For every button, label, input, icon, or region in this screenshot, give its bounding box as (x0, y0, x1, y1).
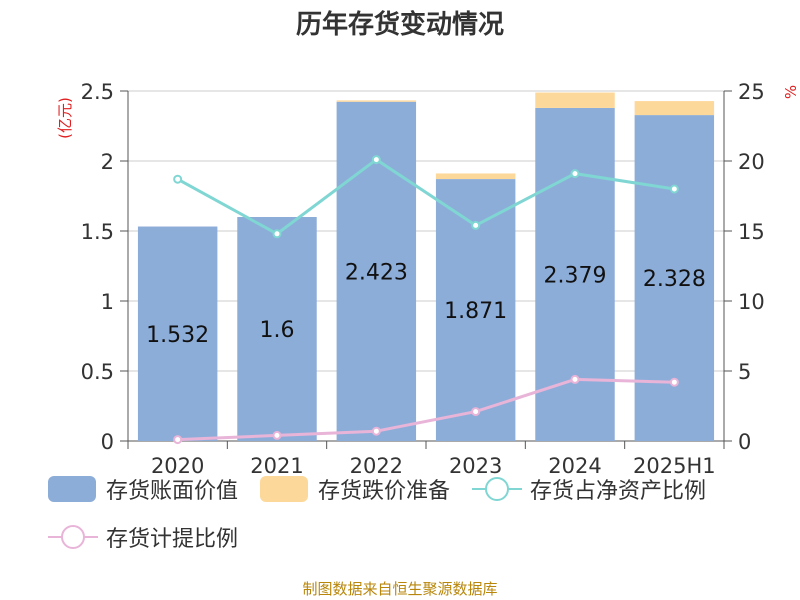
right-axis-tick-label: 0 (738, 430, 751, 454)
right-axis-tick-label: 5 (738, 360, 751, 384)
left-axis-tick-label: 0.5 (81, 360, 114, 384)
point-net-asset-ratio (570, 169, 580, 179)
legend-item-net-asset-ratio[interactable]: 存货占净资产比例 (472, 473, 706, 505)
right-axis-tick-label: 20 (738, 150, 765, 174)
point-provision-ratio (669, 377, 679, 387)
right-axis-tick-label: 15 (738, 220, 765, 244)
right-axis-unit-label: % (782, 85, 800, 99)
point-provision-ratio (173, 435, 183, 445)
legend-swatch-net-asset-ratio (472, 477, 523, 501)
point-provision-ratio (471, 407, 481, 417)
line-provision-ratio (177, 377, 675, 442)
right-axis-tick-label: 25 (738, 80, 765, 104)
legend-swatch-book-value (48, 476, 96, 502)
left-axis-unit-label: (亿元) (56, 97, 74, 139)
bar-data-label: 2.379 (544, 263, 607, 288)
x-axis-tick-label: 2020 (151, 454, 204, 478)
point-provision-ratio (371, 426, 381, 436)
chart-legend: 存货账面价值 存货跌价准备 存货占净资产比例 存货计提比例 (48, 470, 788, 566)
left-axis-tick-label: 1 (101, 290, 114, 314)
x-axis-tick-label: 2025H1 (633, 454, 716, 478)
bar-impairment (535, 92, 615, 108)
point-provision-ratio (272, 430, 282, 440)
legend-swatch-impairment (260, 476, 309, 502)
x-axis-tick-label: 2023 (449, 454, 502, 478)
point-provision-ratio (570, 374, 580, 384)
legend-row-2: 存货计提比例 (48, 518, 788, 556)
source-note: 制图数据来自恒生聚源数据库 (302, 580, 498, 598)
point-net-asset-ratio (669, 184, 679, 194)
bar-book-value (237, 217, 317, 441)
bar-book-value (535, 107, 615, 441)
point-net-asset-ratio (272, 229, 282, 239)
line-net-asset-ratio (176, 157, 675, 236)
legend-swatch-provision-ratio (48, 525, 98, 549)
left-axis-tick-label: 1.5 (81, 220, 114, 244)
bar-impairment (435, 173, 516, 180)
legend-item-book-value[interactable]: 存货账面价值 (48, 473, 238, 505)
x-axis-tick-label: 2021 (250, 454, 303, 478)
legend-item-impairment[interactable]: 存货跌价准备 (260, 473, 450, 505)
right-axis-tick-label: 10 (738, 290, 765, 314)
bar-impairment (336, 100, 417, 102)
legend-row-1: 存货账面价值 存货跌价准备 存货占净资产比例 (48, 470, 788, 508)
bar-data-label: 1.871 (444, 299, 507, 324)
bar-impairment (634, 101, 715, 116)
legend-label-provision-ratio: 存货计提比例 (106, 527, 239, 552)
left-axis-tick-label: 2.5 (81, 80, 114, 104)
bar-data-label: 1.532 (146, 323, 209, 348)
legend-item-provision-ratio[interactable]: 存货计提比例 (48, 521, 238, 553)
left-axis-tick-label: 0 (101, 430, 114, 454)
x-axis-tick-label: 2024 (548, 454, 601, 478)
point-net-asset-ratio (173, 174, 183, 184)
point-net-asset-ratio (371, 155, 381, 165)
legend-label-book-value: 存货账面价值 (106, 479, 239, 504)
legend-label-impairment: 存货跌价准备 (318, 479, 451, 504)
left-axis-tick-label: 2 (101, 150, 114, 174)
chart-title: 历年存货变动情况 (295, 10, 504, 40)
bar-data-label: 1.6 (260, 318, 295, 343)
point-net-asset-ratio (471, 220, 481, 230)
bar-book-value (137, 226, 218, 441)
legend-label-net-asset-ratio: 存货占净资产比例 (530, 479, 707, 504)
bar-data-label: 2.423 (345, 260, 408, 285)
bar-data-label: 2.328 (643, 267, 706, 292)
x-axis-tick-label: 2022 (350, 454, 403, 478)
